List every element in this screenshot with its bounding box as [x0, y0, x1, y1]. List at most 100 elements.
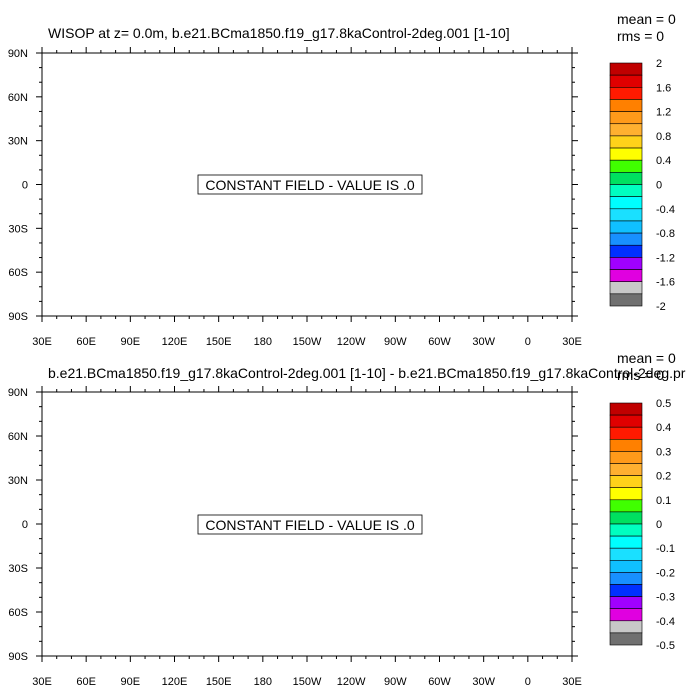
- x-tick-label: 30W: [472, 676, 495, 688]
- colorbar-label: -0.2: [656, 567, 675, 579]
- colorbar-swatch: [609, 475, 643, 489]
- panel-bottom: mean = 0 rms = 0 b.e21.BCma1850.f19_g17.…: [8, 350, 686, 688]
- panel-title: WISOP at z= 0.0m, b.e21.BCma1850.f19_g17…: [48, 25, 510, 41]
- colorbar-label: 1.6: [656, 82, 671, 94]
- colorbar-swatch: [609, 511, 643, 525]
- y-tick-label: 90N: [8, 387, 28, 399]
- colorbar-swatch: [609, 451, 643, 464]
- colorbar-swatch: [609, 281, 643, 295]
- colorbar-label: 0.3: [656, 446, 671, 458]
- colorbar-swatch: [609, 535, 643, 549]
- mean-stat: mean = 0: [617, 350, 676, 366]
- colorbar-swatch: [609, 208, 643, 222]
- colorbar-label: -0.8: [656, 228, 675, 240]
- x-tick-label: 30E: [32, 676, 52, 688]
- x-tick-label: 120W: [337, 676, 366, 688]
- colorbar-swatch: [609, 463, 643, 476]
- message-text: CONSTANT FIELD - VALUE IS .0: [205, 517, 414, 533]
- x-tick-label: 30W: [472, 336, 495, 348]
- colorbar-swatch: [609, 147, 643, 161]
- y-tick-label: 0: [22, 519, 28, 531]
- x-tick-label: 150W: [293, 676, 322, 688]
- colorbar-label: -0.4: [656, 616, 675, 628]
- mean-stat: mean = 0: [617, 11, 676, 27]
- y-tick-label: 0: [22, 180, 28, 192]
- x-tick-label: 120E: [162, 676, 188, 688]
- colorbar-swatch: [609, 414, 643, 428]
- colorbar-swatch: [609, 293, 643, 307]
- x-tick-label: 150E: [206, 676, 232, 688]
- colorbar-label: -1.6: [656, 277, 675, 289]
- colorbar-swatch: [609, 547, 643, 561]
- y-tick-label: 30N: [8, 475, 28, 487]
- colorbar-swatch: [609, 184, 643, 197]
- colorbar-label: 0.1: [656, 495, 671, 507]
- colorbar-swatch: [609, 402, 643, 416]
- colorbar-swatch: [609, 523, 643, 537]
- colorbar: 2 1.6 1.2 0.8 0.4 0 -0.4 -0.8 -1.2 -1.6 -2: [609, 58, 675, 313]
- colorbar-swatch: [609, 632, 643, 646]
- colorbar-label: -0.5: [656, 640, 675, 652]
- colorbar-swatch: [609, 99, 643, 112]
- x-tick-label: 90W: [384, 676, 407, 688]
- colorbar-label: 0.4: [656, 422, 671, 434]
- colorbar-swatch: [609, 269, 643, 282]
- colorbar-swatch: [609, 596, 643, 609]
- colorbar-swatch: [609, 572, 643, 585]
- constant-field-message: CONSTANT FIELD - VALUE IS .0: [197, 514, 423, 535]
- colorbar-swatch: [609, 426, 643, 440]
- colorbar-label: -0.3: [656, 592, 675, 604]
- x-tick-label: 30E: [562, 336, 582, 348]
- colorbar-label: -1.2: [656, 252, 675, 264]
- rms-stat: rms = 0: [617, 367, 664, 383]
- y-tick-label: 30N: [8, 136, 28, 148]
- colorbar-label: -0.4: [656, 204, 675, 216]
- colorbar-swatch: [609, 172, 643, 185]
- x-tick-label: 150E: [206, 336, 232, 348]
- x-axis: 30E 60E 90E 120E 150E 180 150W 120W 90W 60W 30W 0 30…: [32, 386, 582, 688]
- colorbar-swatch: [609, 499, 643, 513]
- constant-field-message: CONSTANT FIELD - VALUE IS .0: [197, 174, 423, 195]
- colorbar-swatch: [609, 257, 643, 270]
- colorbar-swatch: [609, 620, 643, 634]
- y-tick-label: 30S: [8, 563, 28, 575]
- x-tick-label: 60E: [76, 336, 96, 348]
- colorbar-swatch: [609, 487, 643, 501]
- x-tick-label: 90E: [121, 676, 141, 688]
- colorbar-swatch: [609, 159, 643, 173]
- y-tick-label: 30S: [8, 223, 28, 235]
- colorbar-swatch: [609, 62, 643, 76]
- y-tick-label: 60S: [8, 607, 28, 619]
- colorbar-swatch: [609, 232, 643, 246]
- colorbar-swatch: [609, 196, 643, 210]
- colorbar-label: 0: [656, 180, 662, 192]
- y-axis: 90N 60N 30N 0 30S 60S 90S: [8, 48, 578, 323]
- x-tick-label: 150W: [293, 336, 322, 348]
- x-tick-label: 60W: [428, 336, 451, 348]
- x-tick-label: 60E: [76, 676, 96, 688]
- x-tick-label: 180: [254, 336, 272, 348]
- colorbar-label: 0.2: [656, 471, 671, 483]
- x-tick-label: 0: [525, 336, 531, 348]
- colorbar-label: 0: [656, 519, 662, 531]
- colorbar-label: 0.8: [656, 131, 671, 143]
- rms-stat: rms = 0: [617, 28, 664, 44]
- x-tick-label: 60W: [428, 676, 451, 688]
- colorbar-label: 0.5: [656, 398, 671, 410]
- colorbar-swatch: [609, 135, 643, 149]
- colorbar-swatch: [609, 244, 643, 258]
- x-tick-label: 90E: [121, 336, 141, 348]
- y-tick-label: 60S: [8, 267, 28, 279]
- panel-top: WISOP at z= 0.0m, b.e21.BCma1850.f19_g17…: [8, 11, 676, 348]
- x-axis: 30E 60E 90E 120E 150E 180 150W 120W 90W 60W 30W 0 30…: [32, 47, 582, 348]
- colorbar-label: 0.4: [656, 155, 671, 167]
- colorbar-swatch: [609, 584, 643, 597]
- colorbar: 0.5 0.4 0.3 0.2 0.1 0 -0.1 -0.2 -0.3 -0.4 -0.5: [609, 398, 675, 652]
- colorbar-swatch: [609, 559, 643, 573]
- y-axis: 90N 60N 30N 0 30S 60S 90S: [8, 387, 578, 663]
- message-text: CONSTANT FIELD - VALUE IS .0: [205, 177, 414, 193]
- colorbar-swatch: [609, 111, 643, 125]
- colorbar-swatch: [609, 74, 643, 88]
- colorbar-swatch: [609, 220, 643, 234]
- colorbar-label: -0.1: [656, 543, 675, 555]
